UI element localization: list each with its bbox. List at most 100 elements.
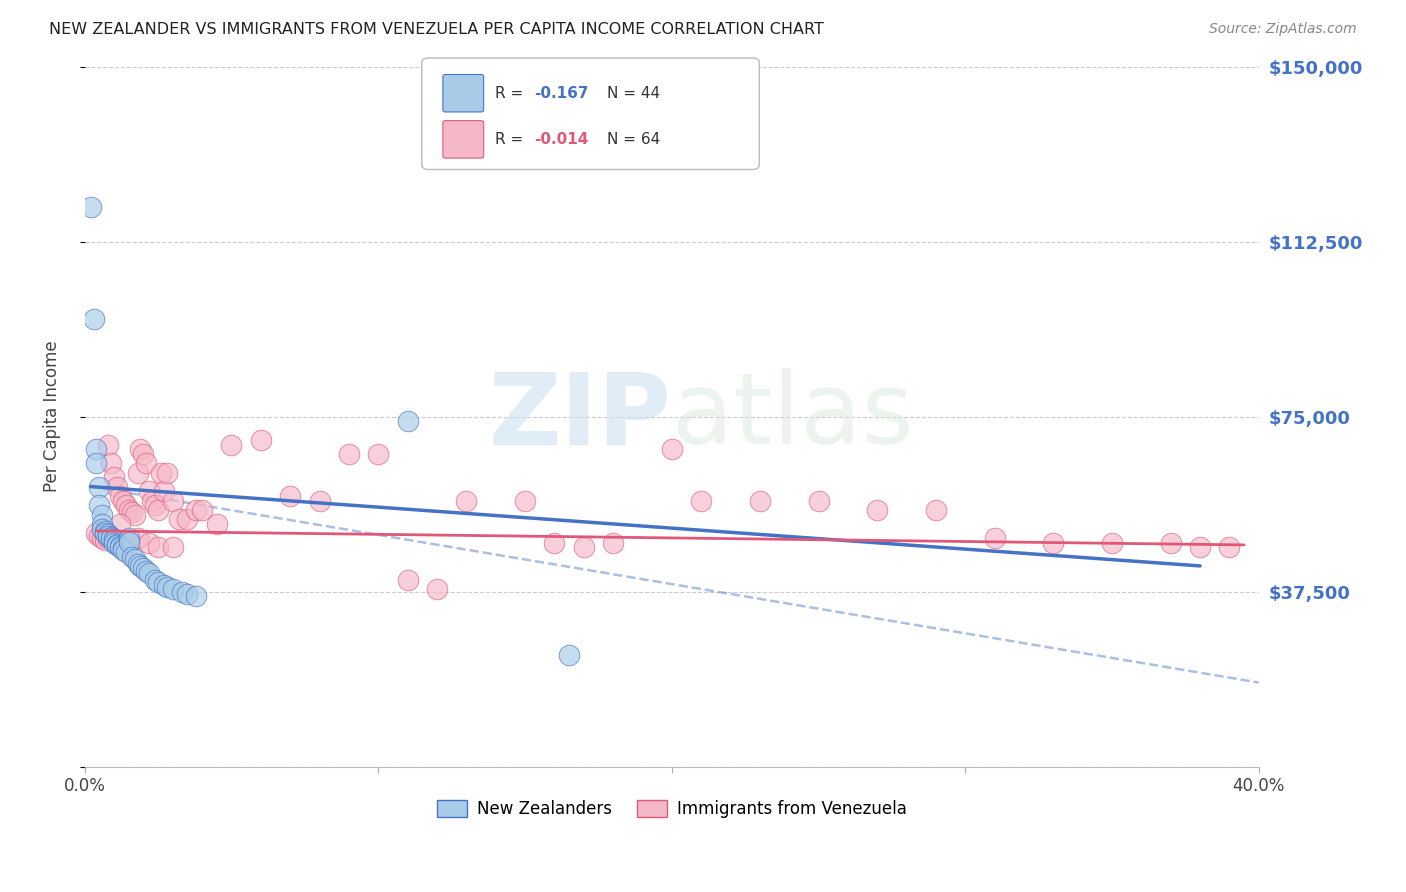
Point: [191, 503, 214, 517]
Point: [146, 575, 169, 590]
Point: [89, 528, 111, 542]
Text: ZIP: ZIP: [489, 368, 672, 465]
Point: [114, 545, 136, 559]
Point: [127, 466, 149, 480]
Point: [86, 442, 108, 457]
Point: [396, 414, 419, 428]
Point: [807, 493, 830, 508]
Point: [176, 587, 198, 601]
Point: [94, 524, 117, 538]
Point: [150, 466, 173, 480]
Point: [138, 535, 160, 549]
Point: [89, 498, 111, 512]
Point: [156, 580, 179, 594]
Point: [661, 442, 683, 457]
Point: [690, 493, 713, 508]
Point: [167, 512, 190, 526]
Text: atlas: atlas: [672, 368, 914, 465]
Point: [170, 584, 193, 599]
Point: [1218, 540, 1240, 554]
Point: [162, 582, 184, 597]
Point: [925, 503, 948, 517]
Point: [572, 540, 595, 554]
Point: [186, 503, 208, 517]
Point: [103, 533, 125, 548]
Point: [513, 493, 536, 508]
Point: [97, 531, 120, 545]
Point: [138, 484, 160, 499]
Text: -0.167: -0.167: [534, 86, 589, 101]
Point: [97, 527, 120, 541]
Text: NEW ZEALANDER VS IMMIGRANTS FROM VENEZUELA PER CAPITA INCOME CORRELATION CHART: NEW ZEALANDER VS IMMIGRANTS FROM VENEZUE…: [49, 22, 824, 37]
Point: [250, 433, 273, 447]
Point: [543, 535, 565, 549]
Point: [121, 549, 143, 564]
Point: [111, 542, 134, 557]
Point: [105, 538, 128, 552]
Text: N = 44: N = 44: [607, 86, 661, 101]
Point: [129, 558, 152, 573]
Point: [1101, 535, 1123, 549]
Point: [118, 535, 141, 549]
Point: [1160, 535, 1182, 549]
Point: [79, 200, 101, 214]
Point: [132, 561, 155, 575]
Point: [426, 582, 449, 597]
Point: [146, 503, 169, 517]
Point: [91, 522, 114, 536]
Point: [111, 493, 134, 508]
Point: [100, 531, 122, 545]
Point: [124, 508, 146, 522]
Point: [108, 516, 131, 531]
Point: [83, 311, 105, 326]
Point: [866, 503, 889, 517]
Point: [105, 536, 128, 550]
Text: R =: R =: [495, 86, 529, 101]
Point: [108, 539, 131, 553]
Point: [100, 530, 122, 544]
Point: [176, 512, 198, 526]
Point: [146, 540, 169, 554]
Point: [94, 526, 117, 541]
Point: [205, 516, 228, 531]
Point: [91, 516, 114, 531]
Point: [456, 493, 478, 508]
Point: [129, 442, 152, 457]
Point: [143, 498, 166, 512]
Text: -0.014: -0.014: [534, 132, 589, 147]
Point: [141, 493, 163, 508]
Point: [162, 493, 184, 508]
Point: [105, 479, 128, 493]
Point: [135, 564, 157, 578]
Point: [127, 531, 149, 545]
Point: [221, 437, 243, 451]
Point: [367, 447, 389, 461]
Point: [103, 470, 125, 484]
Point: [1189, 540, 1212, 554]
Legend: New Zealanders, Immigrants from Venezuela: New Zealanders, Immigrants from Venezuel…: [430, 793, 914, 825]
Point: [86, 456, 108, 470]
Point: [1042, 535, 1064, 549]
Point: [337, 447, 360, 461]
Point: [97, 437, 120, 451]
Point: [162, 540, 184, 554]
Point: [138, 566, 160, 580]
Point: [153, 577, 176, 591]
Point: [278, 489, 301, 503]
Text: N = 64: N = 64: [607, 132, 661, 147]
Y-axis label: Per Capita Income: Per Capita Income: [44, 341, 60, 492]
Point: [748, 493, 770, 508]
Point: [114, 498, 136, 512]
Point: [127, 557, 149, 571]
Point: [602, 535, 624, 549]
Point: [308, 493, 330, 508]
Point: [89, 479, 111, 493]
Point: [86, 526, 108, 541]
Point: [396, 573, 419, 587]
Point: [156, 466, 179, 480]
Point: [91, 531, 114, 545]
Point: [97, 528, 120, 542]
Point: [100, 456, 122, 470]
Text: R =: R =: [495, 132, 529, 147]
Point: [108, 540, 131, 554]
